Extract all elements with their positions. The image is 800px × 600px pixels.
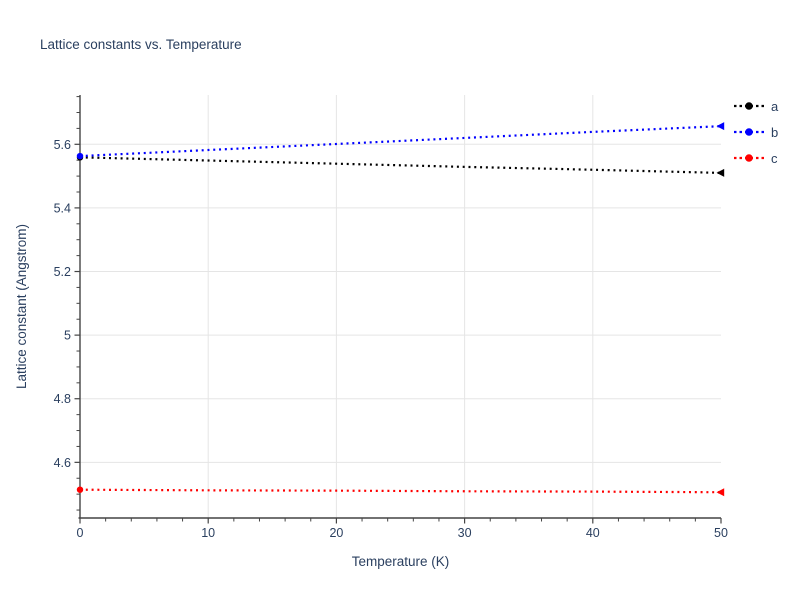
legend-label-a: a xyxy=(771,98,779,114)
svg-text:5.4: 5.4 xyxy=(54,201,71,215)
svg-text:4.6: 4.6 xyxy=(54,456,71,470)
svg-text:4.8: 4.8 xyxy=(54,392,71,406)
svg-text:0: 0 xyxy=(77,526,84,540)
legend: a b c xyxy=(734,93,778,171)
svg-text:20: 20 xyxy=(329,526,343,540)
legend-line-marker-c xyxy=(734,154,764,162)
legend-label-c: c xyxy=(771,150,778,166)
svg-text:5.2: 5.2 xyxy=(54,265,71,279)
chart-title: Lattice constants vs. Temperature xyxy=(40,37,242,52)
series-b-line xyxy=(76,122,725,160)
legend-line-marker-a xyxy=(734,102,764,110)
svg-text:5: 5 xyxy=(64,329,71,343)
series-a-line xyxy=(76,154,725,177)
x-tick-labels: 0 10 20 30 40 50 xyxy=(77,526,728,540)
y-tick-labels: 4.6 4.8 5 5.2 5.4 5.6 xyxy=(54,138,71,470)
svg-text:40: 40 xyxy=(586,526,600,540)
svg-text:5.6: 5.6 xyxy=(54,138,71,152)
series-c-line xyxy=(76,486,725,497)
legend-label-b: b xyxy=(771,124,779,140)
gridlines xyxy=(80,95,721,518)
axes xyxy=(78,95,721,519)
legend-item-c[interactable]: c xyxy=(734,145,778,171)
y-axis-title: Lattice constant (Angstrom) xyxy=(14,223,29,390)
svg-text:50: 50 xyxy=(714,526,728,540)
svg-text:30: 30 xyxy=(458,526,472,540)
ticks xyxy=(74,96,722,524)
legend-item-b[interactable]: b xyxy=(734,119,778,145)
x-axis-title: Temperature (K) xyxy=(351,554,450,569)
legend-line-marker-b xyxy=(734,128,764,136)
svg-text:10: 10 xyxy=(201,526,215,540)
legend-item-a[interactable]: a xyxy=(734,93,778,119)
